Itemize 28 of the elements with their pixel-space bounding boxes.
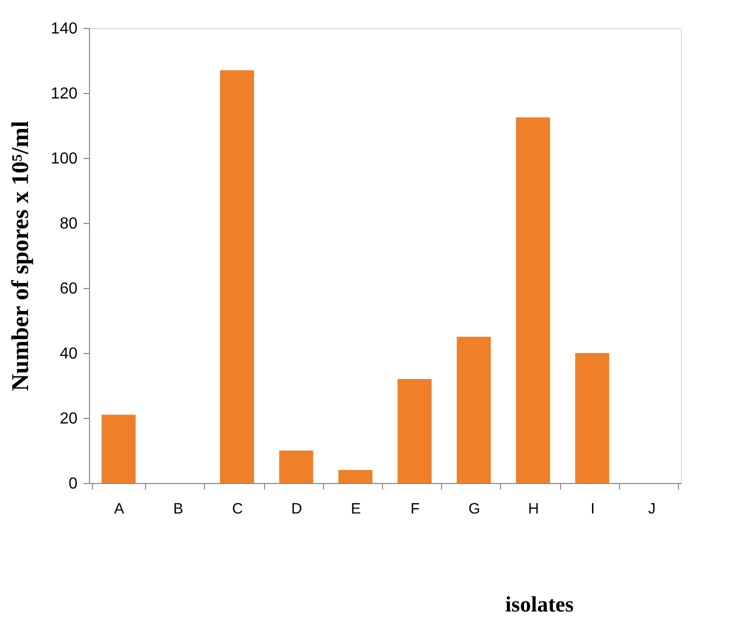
y-tick-label: 120 xyxy=(50,86,78,102)
x-tick-label: G xyxy=(468,500,480,518)
x-tick-label: B xyxy=(173,500,184,518)
x-tick-label: A xyxy=(114,500,124,518)
bar xyxy=(516,117,550,483)
x-tick-label: J xyxy=(648,500,656,518)
bar xyxy=(279,450,314,483)
y-tick-label: 20 xyxy=(60,410,78,428)
bar xyxy=(456,336,491,483)
y-tick-label: 100 xyxy=(50,150,78,168)
y-tick-label: 0 xyxy=(68,476,78,492)
bar xyxy=(575,353,610,483)
x-tick-label: H xyxy=(528,500,539,518)
y-tick-label: 60 xyxy=(60,280,78,298)
bar xyxy=(398,379,432,483)
x-tick-label: C xyxy=(232,500,244,518)
y-tick-label: 140 xyxy=(50,20,78,38)
x-tick-label: D xyxy=(291,500,302,518)
bar xyxy=(220,70,254,483)
bar xyxy=(338,470,372,483)
x-tick-label: E xyxy=(350,500,361,518)
y-axis-title: Number of spores x 10⁵/ml xyxy=(8,120,34,392)
bar xyxy=(102,414,136,483)
y-tick-label: 40 xyxy=(60,346,78,362)
y-tick-label: 80 xyxy=(60,216,78,232)
x-tick-label: F xyxy=(410,500,420,518)
x-axis-title: isolates xyxy=(505,592,574,616)
x-tick-label: I xyxy=(590,500,595,518)
